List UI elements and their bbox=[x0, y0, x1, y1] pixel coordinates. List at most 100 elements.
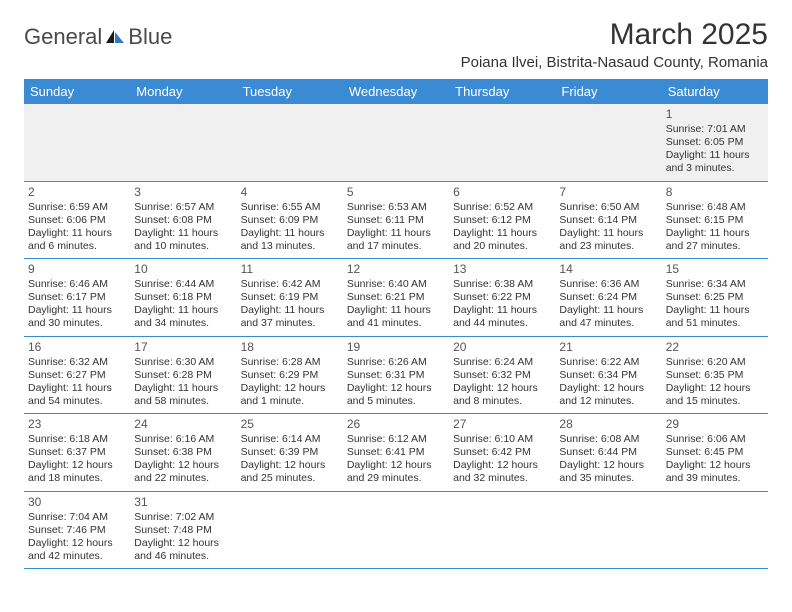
sunrise-text: Sunrise: 6:53 AM bbox=[347, 201, 445, 214]
weekday-label: Thursday bbox=[449, 79, 555, 104]
empty-cell bbox=[662, 492, 768, 569]
daylight-text: Daylight: 11 hours bbox=[559, 227, 657, 240]
day-number: 8 bbox=[666, 185, 764, 200]
daylight-text: Daylight: 12 hours bbox=[241, 382, 339, 395]
daylight-text: Daylight: 11 hours bbox=[347, 304, 445, 317]
sunset-text: Sunset: 6:31 PM bbox=[347, 369, 445, 382]
daylight-text: and 12 minutes. bbox=[559, 395, 657, 408]
sunset-text: Sunset: 6:42 PM bbox=[453, 446, 551, 459]
daylight-text: and 41 minutes. bbox=[347, 317, 445, 330]
day-number: 31 bbox=[134, 495, 232, 510]
sunset-text: Sunset: 6:32 PM bbox=[453, 369, 551, 382]
day-cell: 24Sunrise: 6:16 AMSunset: 6:38 PMDayligh… bbox=[130, 414, 236, 491]
daylight-text: and 18 minutes. bbox=[28, 472, 126, 485]
day-cell: 28Sunrise: 6:08 AMSunset: 6:44 PMDayligh… bbox=[555, 414, 661, 491]
daylight-text: and 32 minutes. bbox=[453, 472, 551, 485]
daylight-text: and 42 minutes. bbox=[28, 550, 126, 563]
daylight-text: Daylight: 11 hours bbox=[453, 227, 551, 240]
weeks-container: 1Sunrise: 7:01 AMSunset: 6:05 PMDaylight… bbox=[24, 104, 768, 569]
daylight-text: Daylight: 12 hours bbox=[453, 459, 551, 472]
sunrise-text: Sunrise: 6:48 AM bbox=[666, 201, 764, 214]
daylight-text: Daylight: 12 hours bbox=[28, 459, 126, 472]
empty-cell bbox=[343, 104, 449, 181]
day-number: 11 bbox=[241, 262, 339, 277]
sunrise-text: Sunrise: 6:18 AM bbox=[28, 433, 126, 446]
sunrise-text: Sunrise: 6:06 AM bbox=[666, 433, 764, 446]
day-number: 20 bbox=[453, 340, 551, 355]
sunrise-text: Sunrise: 6:10 AM bbox=[453, 433, 551, 446]
day-number: 24 bbox=[134, 417, 232, 432]
day-number: 10 bbox=[134, 262, 232, 277]
calendar-grid: SundayMondayTuesdayWednesdayThursdayFrid… bbox=[24, 79, 768, 569]
daylight-text: Daylight: 12 hours bbox=[134, 459, 232, 472]
logo-sail-icon bbox=[104, 28, 126, 46]
daylight-text: and 22 minutes. bbox=[134, 472, 232, 485]
day-number: 26 bbox=[347, 417, 445, 432]
weekday-label: Wednesday bbox=[343, 79, 449, 104]
daylight-text: Daylight: 11 hours bbox=[134, 304, 232, 317]
sunset-text: Sunset: 6:18 PM bbox=[134, 291, 232, 304]
day-number: 4 bbox=[241, 185, 339, 200]
daylight-text: Daylight: 11 hours bbox=[241, 304, 339, 317]
day-cell: 15Sunrise: 6:34 AMSunset: 6:25 PMDayligh… bbox=[662, 259, 768, 336]
daylight-text: and 34 minutes. bbox=[134, 317, 232, 330]
day-cell: 16Sunrise: 6:32 AMSunset: 6:27 PMDayligh… bbox=[24, 337, 130, 414]
day-number: 23 bbox=[28, 417, 126, 432]
day-number: 7 bbox=[559, 185, 657, 200]
sunset-text: Sunset: 6:24 PM bbox=[559, 291, 657, 304]
week-row: 23Sunrise: 6:18 AMSunset: 6:37 PMDayligh… bbox=[24, 414, 768, 492]
daylight-text: Daylight: 11 hours bbox=[241, 227, 339, 240]
sunset-text: Sunset: 6:45 PM bbox=[666, 446, 764, 459]
sunrise-text: Sunrise: 6:32 AM bbox=[28, 356, 126, 369]
week-row: 9Sunrise: 6:46 AMSunset: 6:17 PMDaylight… bbox=[24, 259, 768, 337]
sunrise-text: Sunrise: 6:30 AM bbox=[134, 356, 232, 369]
day-number: 28 bbox=[559, 417, 657, 432]
empty-cell bbox=[343, 492, 449, 569]
day-cell: 1Sunrise: 7:01 AMSunset: 6:05 PMDaylight… bbox=[662, 104, 768, 181]
day-number: 17 bbox=[134, 340, 232, 355]
sunset-text: Sunset: 6:37 PM bbox=[28, 446, 126, 459]
daylight-text: Daylight: 11 hours bbox=[559, 304, 657, 317]
sunset-text: Sunset: 6:34 PM bbox=[559, 369, 657, 382]
daylight-text: and 27 minutes. bbox=[666, 240, 764, 253]
sunset-text: Sunset: 6:17 PM bbox=[28, 291, 126, 304]
day-cell: 23Sunrise: 6:18 AMSunset: 6:37 PMDayligh… bbox=[24, 414, 130, 491]
day-cell: 13Sunrise: 6:38 AMSunset: 6:22 PMDayligh… bbox=[449, 259, 555, 336]
daylight-text: and 15 minutes. bbox=[666, 395, 764, 408]
sunrise-text: Sunrise: 6:26 AM bbox=[347, 356, 445, 369]
day-number: 29 bbox=[666, 417, 764, 432]
sunset-text: Sunset: 6:14 PM bbox=[559, 214, 657, 227]
daylight-text: and 23 minutes. bbox=[559, 240, 657, 253]
day-cell: 27Sunrise: 6:10 AMSunset: 6:42 PMDayligh… bbox=[449, 414, 555, 491]
weekday-label: Saturday bbox=[662, 79, 768, 104]
sunset-text: Sunset: 6:21 PM bbox=[347, 291, 445, 304]
sunrise-text: Sunrise: 6:52 AM bbox=[453, 201, 551, 214]
sunrise-text: Sunrise: 6:44 AM bbox=[134, 278, 232, 291]
day-number: 2 bbox=[28, 185, 126, 200]
daylight-text: Daylight: 11 hours bbox=[28, 304, 126, 317]
sunset-text: Sunset: 6:22 PM bbox=[453, 291, 551, 304]
daylight-text: Daylight: 11 hours bbox=[666, 227, 764, 240]
sunrise-text: Sunrise: 6:42 AM bbox=[241, 278, 339, 291]
day-number: 6 bbox=[453, 185, 551, 200]
day-number: 16 bbox=[28, 340, 126, 355]
empty-cell bbox=[24, 104, 130, 181]
daylight-text: Daylight: 12 hours bbox=[134, 537, 232, 550]
sunset-text: Sunset: 6:28 PM bbox=[134, 369, 232, 382]
daylight-text: Daylight: 11 hours bbox=[134, 382, 232, 395]
daylight-text: and 13 minutes. bbox=[241, 240, 339, 253]
day-cell: 8Sunrise: 6:48 AMSunset: 6:15 PMDaylight… bbox=[662, 182, 768, 259]
daylight-text: and 20 minutes. bbox=[453, 240, 551, 253]
daylight-text: Daylight: 11 hours bbox=[28, 382, 126, 395]
day-number: 19 bbox=[347, 340, 445, 355]
day-cell: 17Sunrise: 6:30 AMSunset: 6:28 PMDayligh… bbox=[130, 337, 236, 414]
daylight-text: Daylight: 12 hours bbox=[241, 459, 339, 472]
weekday-label: Monday bbox=[130, 79, 236, 104]
day-number: 3 bbox=[134, 185, 232, 200]
sunrise-text: Sunrise: 6:20 AM bbox=[666, 356, 764, 369]
daylight-text: and 39 minutes. bbox=[666, 472, 764, 485]
day-number: 18 bbox=[241, 340, 339, 355]
weekday-header-row: SundayMondayTuesdayWednesdayThursdayFrid… bbox=[24, 79, 768, 104]
day-cell: 11Sunrise: 6:42 AMSunset: 6:19 PMDayligh… bbox=[237, 259, 343, 336]
sunset-text: Sunset: 6:15 PM bbox=[666, 214, 764, 227]
